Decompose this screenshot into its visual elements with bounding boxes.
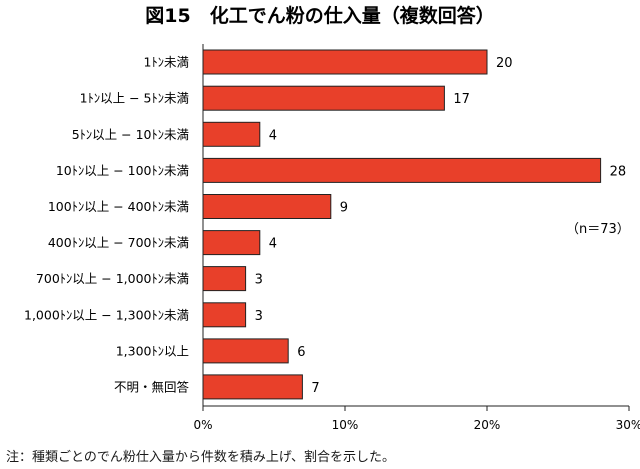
category-label: 400ﾄﾝ以上 − 700ﾄﾝ未満 <box>48 235 189 250</box>
bar <box>202 230 261 256</box>
chart-title: 図15 化工でん粉の仕入量（複数回答） <box>145 4 494 27</box>
category-label: 1ﾄﾝ未満 <box>144 55 189 70</box>
category-label: 1,000ﾄﾝ以上 − 1,300ﾄﾝ未満 <box>24 307 189 322</box>
x-tick-label: 10% <box>332 418 359 432</box>
category-label: 不明・無回答 <box>114 379 190 394</box>
x-tick-label: 30% <box>616 418 640 432</box>
x-tick-label: 0% <box>193 418 212 432</box>
category-label: 700ﾄﾝ以上 − 1,000ﾄﾝ未満 <box>36 271 189 286</box>
footnote: 注：種類ごとのでん粉仕入量から件数を積み上げ、割合を示した。 <box>6 450 395 465</box>
bar-value-label: 3 <box>255 273 263 288</box>
bar-value-label: 28 <box>610 164 627 179</box>
bar-value-label: 9 <box>340 201 348 216</box>
bar <box>202 302 247 328</box>
category-label: 1,300ﾄﾝ以上 <box>116 343 189 358</box>
category-label: 5ﾄﾝ以上 − 10ﾄﾝ未満 <box>72 127 189 142</box>
x-tick-label: 20% <box>474 418 501 432</box>
bar <box>202 338 289 364</box>
bar-value-label: 17 <box>453 92 470 107</box>
bar <box>202 85 445 111</box>
bar-value-label: 20 <box>496 56 513 71</box>
bar-value-label: 6 <box>297 345 305 360</box>
bar <box>202 157 602 183</box>
bar <box>202 266 247 292</box>
bar <box>202 374 303 400</box>
bar-value-label: 3 <box>255 309 263 324</box>
bar <box>202 49 488 75</box>
bar-value-label: 7 <box>311 381 319 396</box>
bar <box>202 121 261 147</box>
bar <box>202 194 332 219</box>
category-label: 100ﾄﾝ以上 − 400ﾄﾝ未満 <box>48 199 189 214</box>
sample-size-label: （n＝73） <box>566 222 630 237</box>
bar-value-label: 4 <box>269 128 277 143</box>
bar-value-label: 4 <box>269 237 277 252</box>
category-label: 10ﾄﾝ以上 − 100ﾄﾝ未満 <box>56 163 189 178</box>
category-label: 1ﾄﾝ以上 − 5ﾄﾝ未満 <box>80 91 189 106</box>
